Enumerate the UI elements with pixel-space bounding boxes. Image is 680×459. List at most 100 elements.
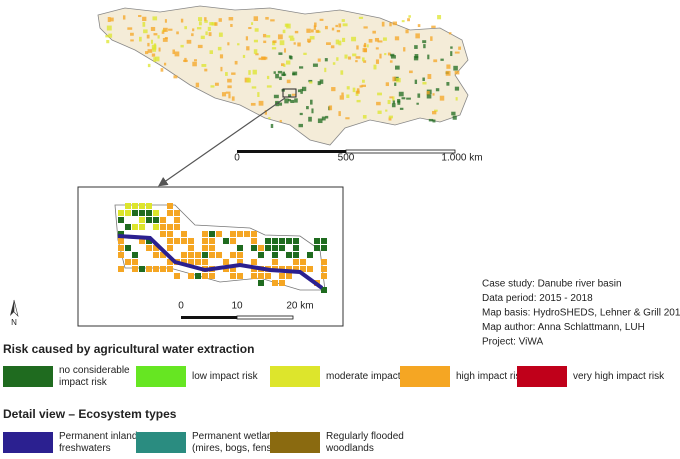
risk-patch (193, 59, 197, 62)
risk-patch (161, 31, 165, 34)
risk-patch (151, 53, 156, 57)
risk-patch (264, 110, 267, 115)
risk-cell (272, 280, 278, 286)
risk-patch (204, 20, 208, 23)
risk-patch (143, 29, 148, 34)
risk-patch (218, 32, 223, 37)
risk-patch (379, 53, 382, 59)
risk-patch (214, 22, 218, 26)
risk-patch (227, 85, 232, 89)
risk-patch (406, 97, 411, 100)
info-line: Case study: Danube river basin (482, 279, 622, 290)
risk-patch (191, 33, 194, 37)
risk-cell (209, 238, 215, 244)
risk-cell (167, 203, 173, 209)
risk-patch (106, 25, 112, 31)
risk-cell (237, 273, 243, 279)
risk-cell (160, 252, 166, 258)
risk-patch (210, 85, 215, 88)
risk-patch (183, 59, 188, 62)
risk-patch (198, 17, 203, 21)
risk-patch (287, 98, 291, 102)
risk-patch (356, 90, 360, 94)
risk-cell (258, 280, 264, 286)
risk-cell (237, 231, 243, 237)
risk-patch (204, 17, 207, 21)
risk-patch (122, 15, 126, 20)
risk-patch (139, 36, 142, 42)
risk-patch (344, 54, 348, 59)
risk-patch (366, 44, 369, 48)
risk-patch (272, 40, 277, 44)
risk-patch (186, 39, 192, 44)
risk-patch (150, 39, 154, 44)
risk-patch (308, 79, 313, 83)
risk-patch (312, 63, 318, 67)
risk-patch (356, 45, 359, 50)
risk-patch (211, 22, 217, 26)
risk-patch (338, 40, 342, 46)
risk-patch (258, 100, 264, 106)
risk-patch (289, 37, 295, 41)
risk-patch (375, 59, 380, 64)
risk-cell (258, 273, 264, 279)
risk-patch (390, 55, 396, 59)
risk-patch (130, 39, 134, 42)
risk-cell (293, 266, 299, 272)
risk-cell (314, 245, 320, 251)
risk-patch (284, 48, 287, 53)
risk-patch (382, 37, 387, 41)
risk-cell (118, 245, 124, 251)
risk-cell (146, 217, 152, 223)
risk-cell (286, 273, 292, 279)
risk-cell (118, 238, 124, 244)
risk-patch (160, 68, 164, 72)
risk-patch (389, 60, 393, 63)
risk-patch (225, 72, 228, 76)
risk-patch (204, 68, 208, 72)
risk-cell (251, 231, 257, 237)
legend-swatch (136, 432, 186, 453)
risk-patch (355, 60, 358, 63)
risk-patch (432, 119, 436, 123)
risk-patch (207, 26, 211, 32)
risk-patch (219, 54, 224, 59)
risk-cell (153, 266, 159, 272)
risk-patch (372, 30, 376, 34)
risk-cell (132, 210, 138, 216)
risk-cell (202, 273, 208, 279)
risk-cell (139, 217, 145, 223)
risk-patch (324, 25, 328, 30)
risk-cell (293, 238, 299, 244)
risk-patch (435, 88, 440, 92)
risk-patch (433, 59, 438, 63)
risk-patch (277, 34, 283, 40)
risk-patch (297, 42, 301, 47)
risk-patch (335, 39, 340, 45)
risk-patch (286, 60, 291, 65)
risk-cell (209, 252, 215, 258)
legend-swatch (136, 366, 186, 387)
risk-patch (361, 84, 366, 87)
risk-patch (299, 66, 304, 69)
risk-cell (188, 238, 194, 244)
risk-patch (362, 57, 365, 62)
risk-cell (321, 266, 327, 272)
risk-patch (197, 44, 203, 49)
risk-patch (281, 63, 285, 67)
risk-patch (192, 61, 197, 67)
risk-patch (294, 30, 299, 34)
risk-patch (440, 58, 444, 61)
risk-patch (426, 94, 432, 99)
risk-patch (261, 56, 265, 60)
risk-patch (289, 55, 293, 60)
risk-cell (160, 217, 166, 223)
risk-patch (453, 65, 458, 71)
risk-patch (384, 53, 387, 56)
risk-patch (231, 72, 236, 75)
risk-patch (413, 56, 419, 61)
risk-patch (270, 19, 275, 22)
risk-patch (331, 87, 336, 92)
risk-cell (307, 252, 313, 258)
risk-patch (198, 21, 202, 26)
